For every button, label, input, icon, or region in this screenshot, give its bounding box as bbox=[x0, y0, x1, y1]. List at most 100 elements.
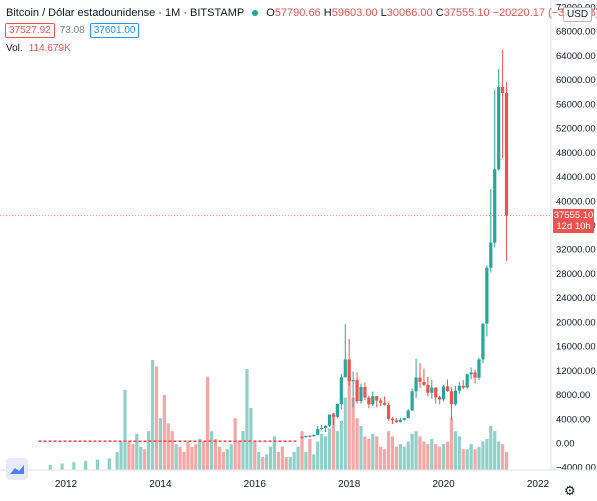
candle-body bbox=[398, 419, 402, 423]
candle-body bbox=[497, 86, 501, 170]
y-tick-label: 24000.00 bbox=[556, 293, 596, 304]
volume-bar bbox=[143, 449, 147, 470]
price-axis[interactable]: −4000.00 0.00 4000.00 8000.00 12000.00 16000.… bbox=[550, 0, 596, 474]
candle-body bbox=[461, 385, 465, 388]
candle-body bbox=[324, 425, 328, 428]
candle-body bbox=[371, 396, 375, 405]
volume-bar bbox=[115, 451, 119, 470]
volume-bar bbox=[194, 444, 198, 470]
sell-button[interactable]: 37527.92 bbox=[5, 23, 55, 38]
y-tick-label: 44000.00 bbox=[556, 172, 596, 183]
last-price-tag: 37555.10 12d 10h bbox=[553, 209, 594, 233]
candles bbox=[300, 49, 509, 439]
volume-bar bbox=[257, 451, 261, 470]
candle-body bbox=[300, 437, 304, 439]
volume-bar bbox=[60, 463, 64, 470]
volume-bar bbox=[209, 431, 214, 470]
y-tick-label: 32000.00 bbox=[556, 245, 596, 256]
open-label: O bbox=[266, 7, 275, 19]
volume-bar bbox=[72, 462, 76, 470]
volume-bar bbox=[213, 438, 218, 470]
candle-body bbox=[465, 374, 469, 388]
volume-bar bbox=[343, 397, 347, 470]
volume-bar bbox=[280, 446, 284, 470]
volume-bar bbox=[123, 389, 127, 470]
volume-bar bbox=[497, 441, 501, 470]
time-axis[interactable]: 2012 2014 2016 2018 2020 2022 bbox=[0, 469, 597, 490]
volume-bar bbox=[473, 449, 477, 470]
volume-bar bbox=[375, 436, 379, 470]
volume-bar bbox=[284, 457, 288, 470]
candle-body bbox=[339, 377, 343, 404]
candle-body bbox=[312, 434, 316, 437]
candle-body bbox=[422, 381, 426, 385]
volume-bar bbox=[355, 418, 359, 470]
high-label: H bbox=[323, 7, 332, 19]
volume-bar bbox=[327, 428, 332, 470]
volume-bar bbox=[245, 369, 249, 470]
settings-gear-icon[interactable]: ⚙ bbox=[564, 483, 576, 498]
x-tick-label: 2014 bbox=[149, 479, 172, 490]
volume-bar bbox=[276, 451, 280, 470]
candle-body bbox=[359, 386, 363, 402]
candle-body bbox=[426, 384, 430, 393]
candle-body bbox=[331, 414, 336, 417]
volume-bar bbox=[402, 446, 406, 470]
volume-bar bbox=[410, 433, 414, 470]
volume-bar bbox=[288, 457, 292, 470]
volume-bar bbox=[320, 433, 324, 470]
volume-bar bbox=[316, 441, 320, 470]
volume-bar bbox=[386, 431, 391, 470]
candle-body bbox=[406, 410, 410, 419]
candle-body bbox=[375, 396, 379, 401]
volume-bar bbox=[170, 431, 174, 470]
volume-bar bbox=[237, 441, 241, 470]
candle-body bbox=[418, 377, 422, 382]
y-tick-label: 28000.00 bbox=[556, 269, 596, 280]
y-tick-label: 48000.00 bbox=[556, 148, 596, 159]
buy-button[interactable]: 37601.00 bbox=[89, 23, 140, 38]
candle-body bbox=[304, 435, 308, 438]
y-tick-label: 8000.00 bbox=[556, 390, 590, 401]
volume-bar bbox=[178, 446, 182, 470]
volume-bar bbox=[457, 436, 461, 470]
volume-bar bbox=[461, 449, 465, 470]
y-tick-label: 12000.00 bbox=[556, 366, 596, 377]
volume-bar bbox=[253, 441, 257, 470]
volume-bar bbox=[477, 446, 481, 470]
candle-body bbox=[493, 169, 497, 243]
volume-bar bbox=[367, 438, 371, 470]
x-tick-label: 2018 bbox=[338, 479, 361, 490]
currency-button[interactable]: USD bbox=[563, 7, 593, 22]
legend-header: Bitcoin / Dólar estadounidense · 1M · BI… bbox=[6, 5, 597, 21]
volume-bar bbox=[465, 449, 469, 470]
volume-bar bbox=[48, 464, 52, 470]
volume-bar bbox=[438, 446, 442, 470]
volume-bar bbox=[241, 431, 245, 470]
low-value: 30066.00 bbox=[386, 7, 433, 19]
volume-bar bbox=[158, 418, 162, 470]
volume-bar bbox=[422, 441, 426, 470]
volume-bar bbox=[390, 436, 395, 470]
volume-bar bbox=[504, 451, 509, 470]
y-tick-label: 68000.00 bbox=[556, 27, 596, 38]
candle-body bbox=[469, 372, 473, 375]
close-value: 37555.10 bbox=[443, 7, 490, 19]
candle-body bbox=[434, 387, 438, 398]
volume-bar bbox=[347, 376, 351, 470]
candle-body bbox=[414, 377, 418, 392]
volume-bar bbox=[485, 438, 489, 470]
volume-bar bbox=[308, 438, 312, 470]
candle-body bbox=[316, 429, 320, 435]
volume-label: Vol. bbox=[6, 43, 23, 54]
candle-body bbox=[449, 391, 454, 405]
volume-bar bbox=[174, 444, 178, 470]
tradingview-logo[interactable] bbox=[6, 458, 28, 480]
volume-bar bbox=[331, 413, 336, 470]
y-tick-label: −4000.00 bbox=[556, 463, 596, 474]
volume-bar bbox=[304, 451, 308, 470]
candle-body bbox=[379, 400, 383, 403]
volume-bar bbox=[202, 441, 206, 470]
volume-bar bbox=[206, 376, 210, 470]
